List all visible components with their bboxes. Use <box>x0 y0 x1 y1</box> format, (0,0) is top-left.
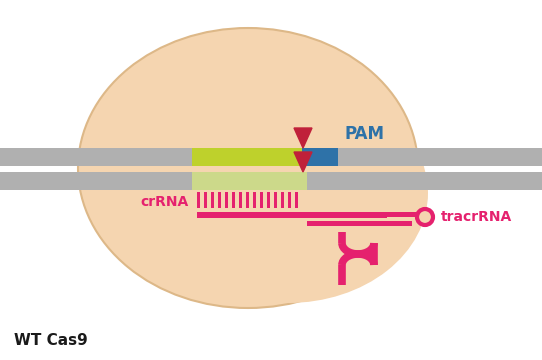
Bar <box>246 192 249 208</box>
Ellipse shape <box>78 28 418 308</box>
Bar <box>197 192 200 208</box>
Bar <box>239 192 242 208</box>
Polygon shape <box>294 128 312 148</box>
Bar <box>218 192 221 208</box>
Bar <box>204 192 207 208</box>
Bar <box>192 172 307 190</box>
Text: PAM: PAM <box>344 125 384 143</box>
Bar <box>260 192 263 208</box>
Bar <box>295 192 298 208</box>
Text: WT Cas9: WT Cas9 <box>14 333 88 348</box>
Bar <box>274 192 277 208</box>
Circle shape <box>417 209 433 225</box>
Bar <box>232 192 235 208</box>
Bar <box>288 192 291 208</box>
Bar <box>307 221 412 226</box>
Bar <box>225 192 228 208</box>
Ellipse shape <box>148 83 428 303</box>
Bar <box>302 148 338 166</box>
Bar <box>307 212 427 217</box>
Bar <box>267 192 270 208</box>
Polygon shape <box>294 152 312 172</box>
Text: crRNA: crRNA <box>141 195 189 209</box>
Bar <box>281 192 284 208</box>
Bar <box>0 148 542 166</box>
Bar <box>253 192 256 208</box>
Bar <box>197 212 387 218</box>
Bar <box>211 192 214 208</box>
Text: tracrRNA: tracrRNA <box>441 210 512 224</box>
Bar <box>0 172 542 190</box>
Bar <box>192 148 302 166</box>
